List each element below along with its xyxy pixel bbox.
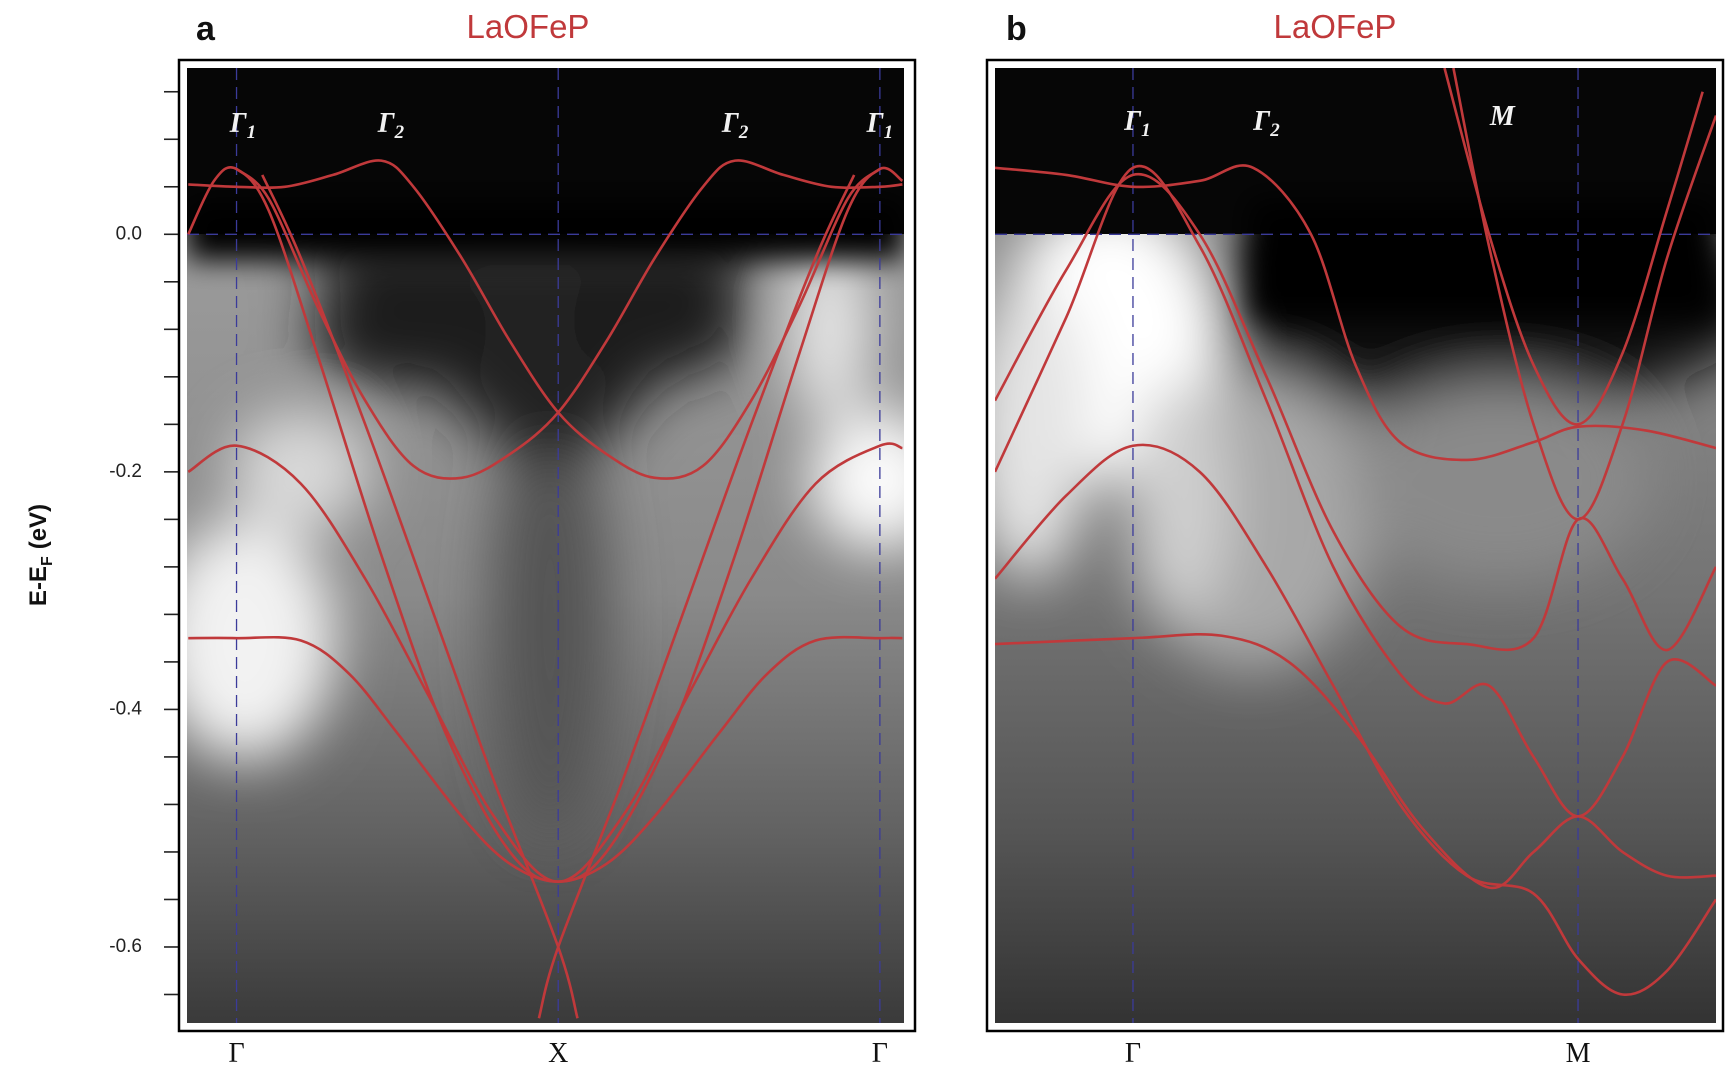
symmetry-point-name: Γ (866, 108, 885, 139)
symmetry-point-label: Γ2 (721, 108, 749, 143)
band-line (1452, 68, 1716, 521)
plot-layer: Γ X Γ0.0-0.2-0.4-0.6E-EF(eV)Γ1 Γ2 Γ2 Γ1a LaOFe… (25, 8, 1716, 1069)
y-axis-label-main: E-E (25, 566, 52, 606)
symmetry-point-label: M (1489, 101, 1516, 132)
band-line (1443, 68, 1704, 426)
symmetry-point-label: Γ1 (866, 108, 893, 143)
x-tick-label: Γ (228, 1038, 244, 1069)
x-tick-label: Γ (1125, 1038, 1141, 1069)
symmetry-point-index: 1 (247, 122, 257, 143)
symmetry-point-index: 1 (1141, 120, 1151, 141)
y-tick-label: -0.2 (109, 461, 142, 482)
y-axis-label: E-EF (eV) (25, 504, 56, 606)
symmetry-point-label: Γ1 (1123, 106, 1150, 141)
band-line (995, 443, 1716, 996)
band-line (995, 164, 1716, 818)
y-axis-label-sub: F (39, 556, 56, 566)
symmetry-point-label: Γ2 (377, 108, 405, 143)
symmetry-point-name: M (1489, 101, 1516, 132)
band-line (261, 174, 579, 1019)
panel-frame (177, 58, 917, 1033)
panel-frame (985, 58, 1725, 1033)
symmetry-point-name: Γ (377, 108, 396, 139)
band-line (188, 635, 903, 883)
symmetry-point-label: Γ2 (1252, 106, 1280, 141)
chart-title: LaOFeP (467, 8, 590, 45)
y-tick-label: -0.6 (109, 936, 142, 957)
y-tick-label: 0.0 (116, 223, 142, 244)
band-line (995, 632, 1716, 890)
band-line (537, 174, 856, 1019)
symmetry-point-index: 1 (884, 122, 894, 143)
symmetry-point-name: Γ (721, 108, 740, 139)
x-tick-label: M (1566, 1038, 1591, 1069)
symmetry-point-label: Γ1 (229, 108, 256, 143)
symmetry-point-index: 2 (1269, 120, 1280, 141)
symmetry-point-name: Γ (1123, 106, 1142, 137)
symmetry-point-index: 2 (738, 122, 749, 143)
chart-title: LaOFeP (1274, 8, 1397, 45)
plot-area (995, 68, 1716, 1023)
panel-label: b (1006, 10, 1027, 48)
symmetry-point-name: Γ (229, 108, 248, 139)
y-axis-label-unit: (eV) (25, 504, 52, 549)
symmetry-point-name: Γ (1252, 106, 1271, 137)
x-tick-label: Γ (872, 1038, 888, 1069)
band-line (995, 164, 1716, 462)
y-tick-label: -0.4 (109, 698, 142, 719)
band-line (995, 172, 1716, 652)
x-tick-label: X (548, 1038, 568, 1069)
panel-label: a (196, 10, 216, 48)
intensity-map (995, 68, 1716, 1023)
symmetry-point-index: 2 (394, 122, 405, 143)
intensity-map (187, 68, 904, 1023)
plot-area (187, 68, 904, 1023)
